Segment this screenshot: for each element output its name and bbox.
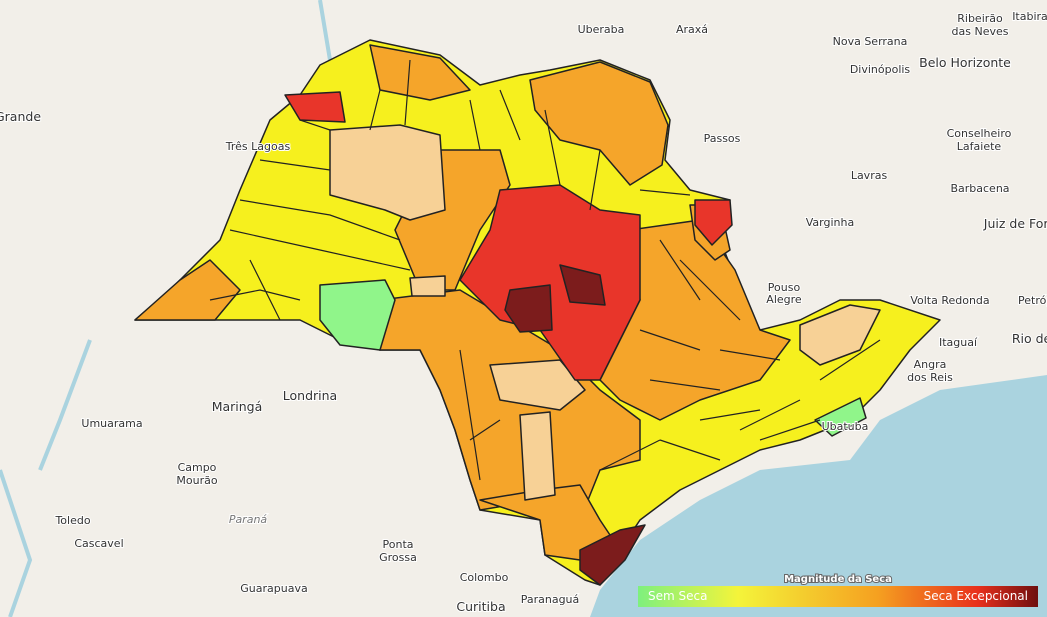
legend-max: Seca Excepcional	[924, 589, 1028, 603]
place-label: Alegre	[766, 293, 802, 306]
place-label: Paranaguá	[521, 593, 580, 606]
place-label: Toledo	[54, 514, 90, 527]
place-label: Três Lagoas	[225, 140, 291, 153]
place-label: Lafaiete	[957, 140, 1002, 153]
place-label: Umuarama	[81, 417, 142, 430]
place-label: Ubatuba	[822, 420, 869, 433]
place-label: Lavras	[851, 169, 888, 182]
place-label: Ponta	[383, 538, 414, 551]
place-label: Guarapuava	[240, 582, 307, 595]
place-label: Rio de Janeiro	[1012, 331, 1047, 346]
place-label: Paraná	[229, 513, 268, 526]
place-label: Londrina	[283, 388, 337, 403]
place-label: Divinópolis	[850, 63, 911, 76]
place-label: Ribeirão	[957, 12, 1003, 25]
place-label: Nova Serrana	[833, 35, 908, 48]
place-label: Maringá	[212, 399, 263, 414]
place-label: Colombo	[460, 571, 509, 584]
rivers	[0, 0, 332, 617]
place-label: Passos	[704, 132, 741, 145]
place-labels: Uberaba Araxá Ribeirão das Neves Itabira…	[0, 9, 1047, 615]
place-label: Araxá	[676, 23, 708, 36]
place-label: Volta Redonda	[910, 294, 989, 307]
state-regions	[134, 39, 941, 586]
place-label: Curitiba	[456, 599, 505, 614]
legend-min: Sem Seca	[648, 589, 707, 603]
place-label: Grande	[0, 109, 41, 124]
place-label: Cascavel	[74, 537, 123, 550]
legend-title: Magnitude da Seca	[784, 574, 892, 585]
place-label: Petrópolis	[1018, 294, 1047, 307]
place-label: Belo Horizonte	[919, 55, 1011, 70]
place-label: Grossa	[379, 551, 417, 564]
place-label: Itaguaí	[939, 336, 978, 349]
place-label: Barbacena	[950, 182, 1009, 195]
place-label: Mourão	[176, 474, 217, 487]
legend: Magnitude da Seca Sem Seca Seca Excepcio…	[638, 573, 1038, 607]
place-label: Varginha	[806, 216, 854, 229]
legend-scale	[638, 586, 1038, 607]
place-label: Conselheiro	[947, 127, 1012, 140]
place-label: dos Reis	[907, 371, 953, 384]
place-label: Campo	[178, 461, 217, 474]
place-label: Juiz de Fora	[983, 216, 1047, 231]
place-label: Angra	[914, 358, 947, 371]
ocean	[590, 375, 1047, 617]
place-label: Pouso	[768, 281, 801, 294]
place-label: das Neves	[952, 25, 1009, 38]
place-label: Uberaba	[578, 23, 625, 36]
place-label: Itabira	[1012, 10, 1047, 23]
